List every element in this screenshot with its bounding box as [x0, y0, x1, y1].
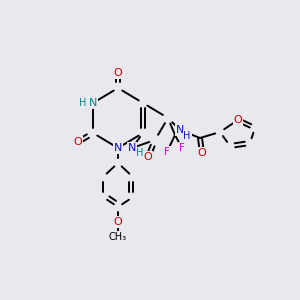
Text: N: N [176, 125, 184, 135]
Text: F: F [179, 143, 185, 153]
Text: O: O [74, 137, 82, 147]
Text: O: O [114, 68, 122, 78]
Text: F: F [185, 130, 191, 140]
Text: H: H [79, 98, 87, 108]
Text: N: N [128, 143, 136, 153]
Text: O: O [144, 152, 152, 162]
Text: O: O [198, 148, 206, 158]
Text: O: O [114, 217, 122, 227]
Text: H: H [183, 131, 191, 141]
Text: N: N [89, 98, 97, 108]
Text: O: O [234, 115, 242, 125]
Text: F: F [164, 147, 170, 157]
Text: H: H [136, 148, 144, 158]
Text: CH₃: CH₃ [109, 232, 127, 242]
Text: N: N [114, 143, 122, 153]
